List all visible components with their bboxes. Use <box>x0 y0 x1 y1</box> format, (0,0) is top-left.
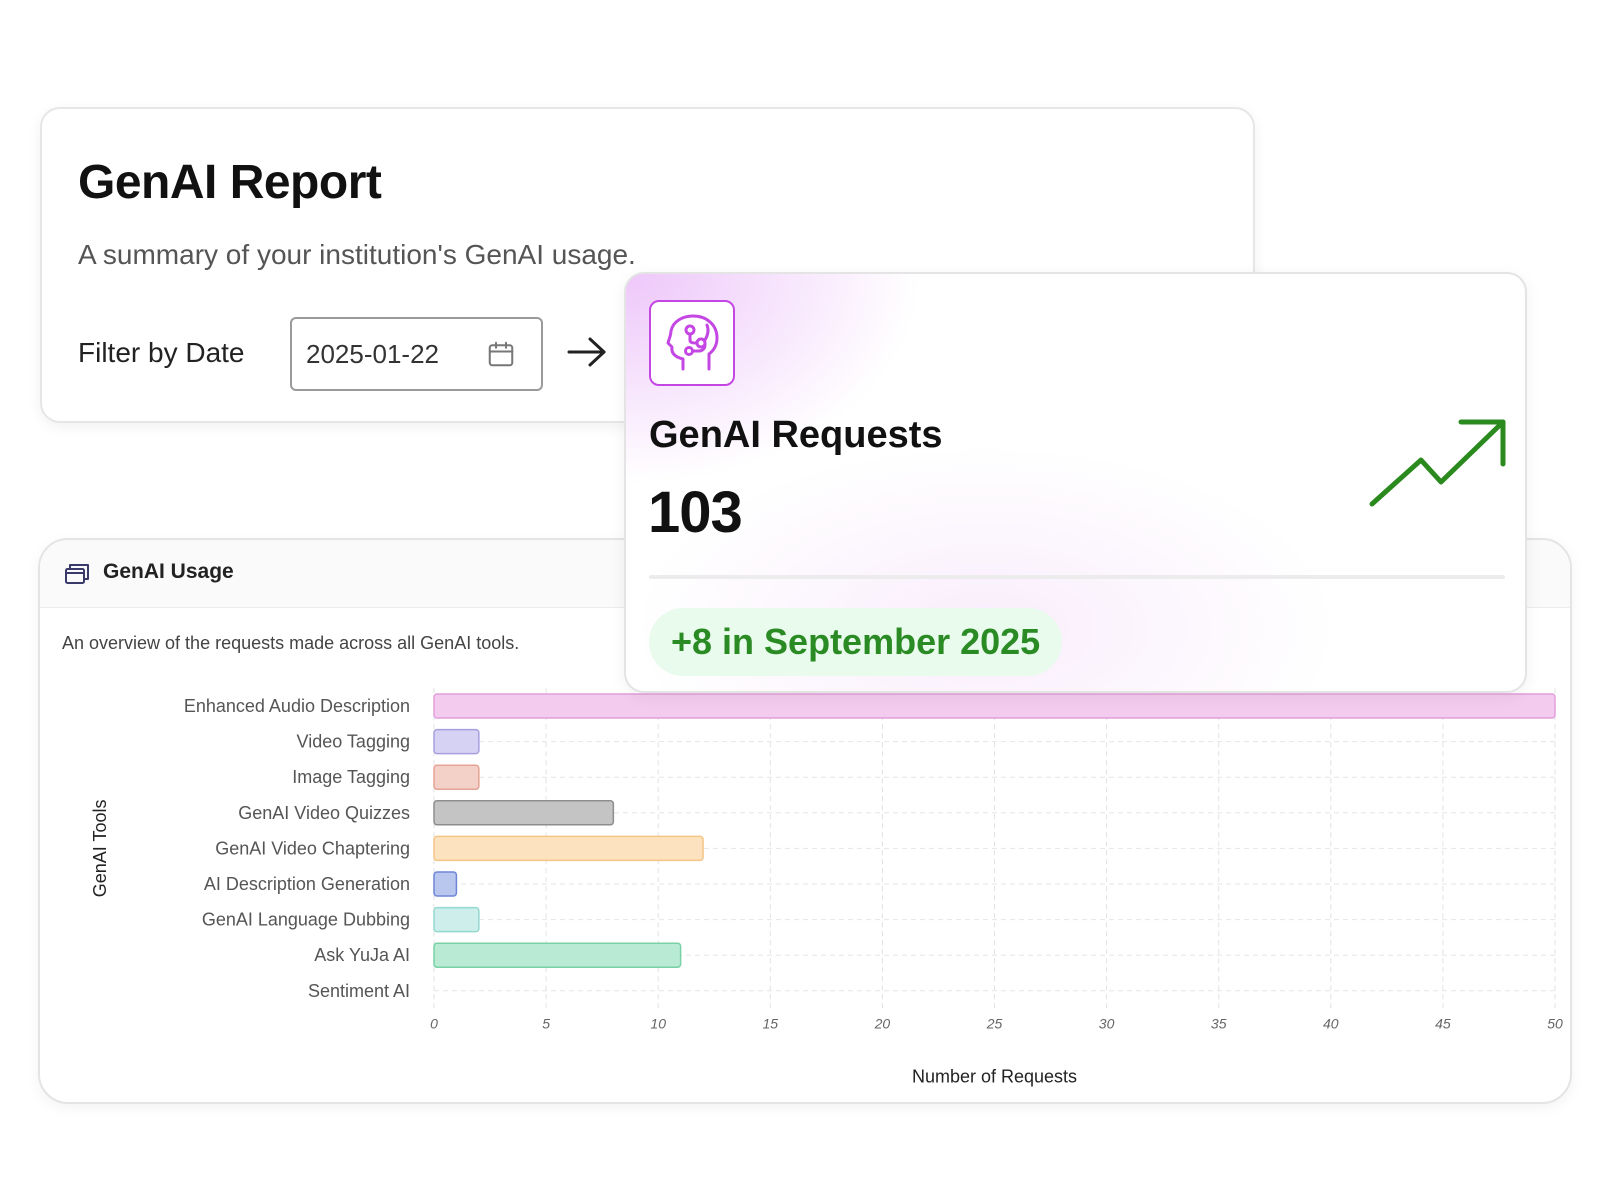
x-tick-label: 35 <box>1211 1016 1227 1032</box>
bar <box>433 835 704 862</box>
x-tick-label: 15 <box>763 1016 779 1032</box>
x-tick-label: 10 <box>650 1016 666 1032</box>
calendar-icon[interactable] <box>486 339 516 369</box>
genai-requests-card: GenAI Requests 103 +8 in September 2025 <box>624 272 1527 693</box>
usage-card-title: GenAI Usage <box>103 560 234 583</box>
category-label: GenAI Language Dubbing <box>202 910 410 930</box>
change-badge: +8 in September 2025 <box>649 608 1063 676</box>
category-label: GenAI Video Quizzes <box>238 803 410 823</box>
category-label: Enhanced Audio Description <box>184 696 410 716</box>
bar <box>433 871 458 897</box>
bar <box>433 906 480 933</box>
trend-up-icon <box>1369 419 1506 507</box>
bar <box>433 800 615 826</box>
x-tick-label: 20 <box>874 1016 891 1032</box>
usage-card-description: An overview of the requests made across … <box>62 633 520 653</box>
bar <box>433 693 1556 719</box>
x-tick-label: 50 <box>1547 1016 1563 1032</box>
category-label: Ask YuJa AI <box>314 945 410 965</box>
brain-icon <box>666 314 719 371</box>
requests-count: 103 <box>648 480 743 545</box>
x-tick-label: 30 <box>1099 1016 1115 1032</box>
apply-filter-button[interactable] <box>564 333 610 373</box>
bar <box>433 764 480 790</box>
x-axis-label: Number of Requests <box>912 1067 1077 1087</box>
x-tick-label: 25 <box>986 1016 1003 1032</box>
category-label: Image Tagging <box>292 767 410 787</box>
requests-label: GenAI Requests <box>649 414 943 456</box>
usage-bar-chart: Enhanced Audio Description Video Tagging I… <box>90 688 1563 1087</box>
filter-by-date-label: Filter by Date <box>78 337 245 368</box>
page-title: GenAI Report <box>78 156 382 209</box>
date-filter-input[interactable] <box>290 317 543 391</box>
bar <box>433 728 480 755</box>
bar <box>433 942 682 968</box>
category-label: GenAI Video Chaptering <box>215 838 410 858</box>
brain-icon-box <box>649 300 735 386</box>
x-tick-label: 45 <box>1435 1016 1451 1032</box>
x-tick-label: 40 <box>1323 1016 1339 1032</box>
windows-icon <box>64 562 90 586</box>
x-tick-label: 0 <box>430 1016 438 1032</box>
category-label: Sentiment AI <box>308 981 410 1001</box>
x-tick-label: 5 <box>542 1016 550 1032</box>
divider <box>649 575 1505 579</box>
category-label: AI Description Generation <box>204 874 410 894</box>
arrow-right-icon <box>567 337 606 366</box>
page-subtitle: A summary of your institution's GenAI us… <box>78 239 636 270</box>
y-axis-label: GenAI Tools <box>90 800 110 898</box>
category-label: Video Tagging <box>297 732 410 752</box>
